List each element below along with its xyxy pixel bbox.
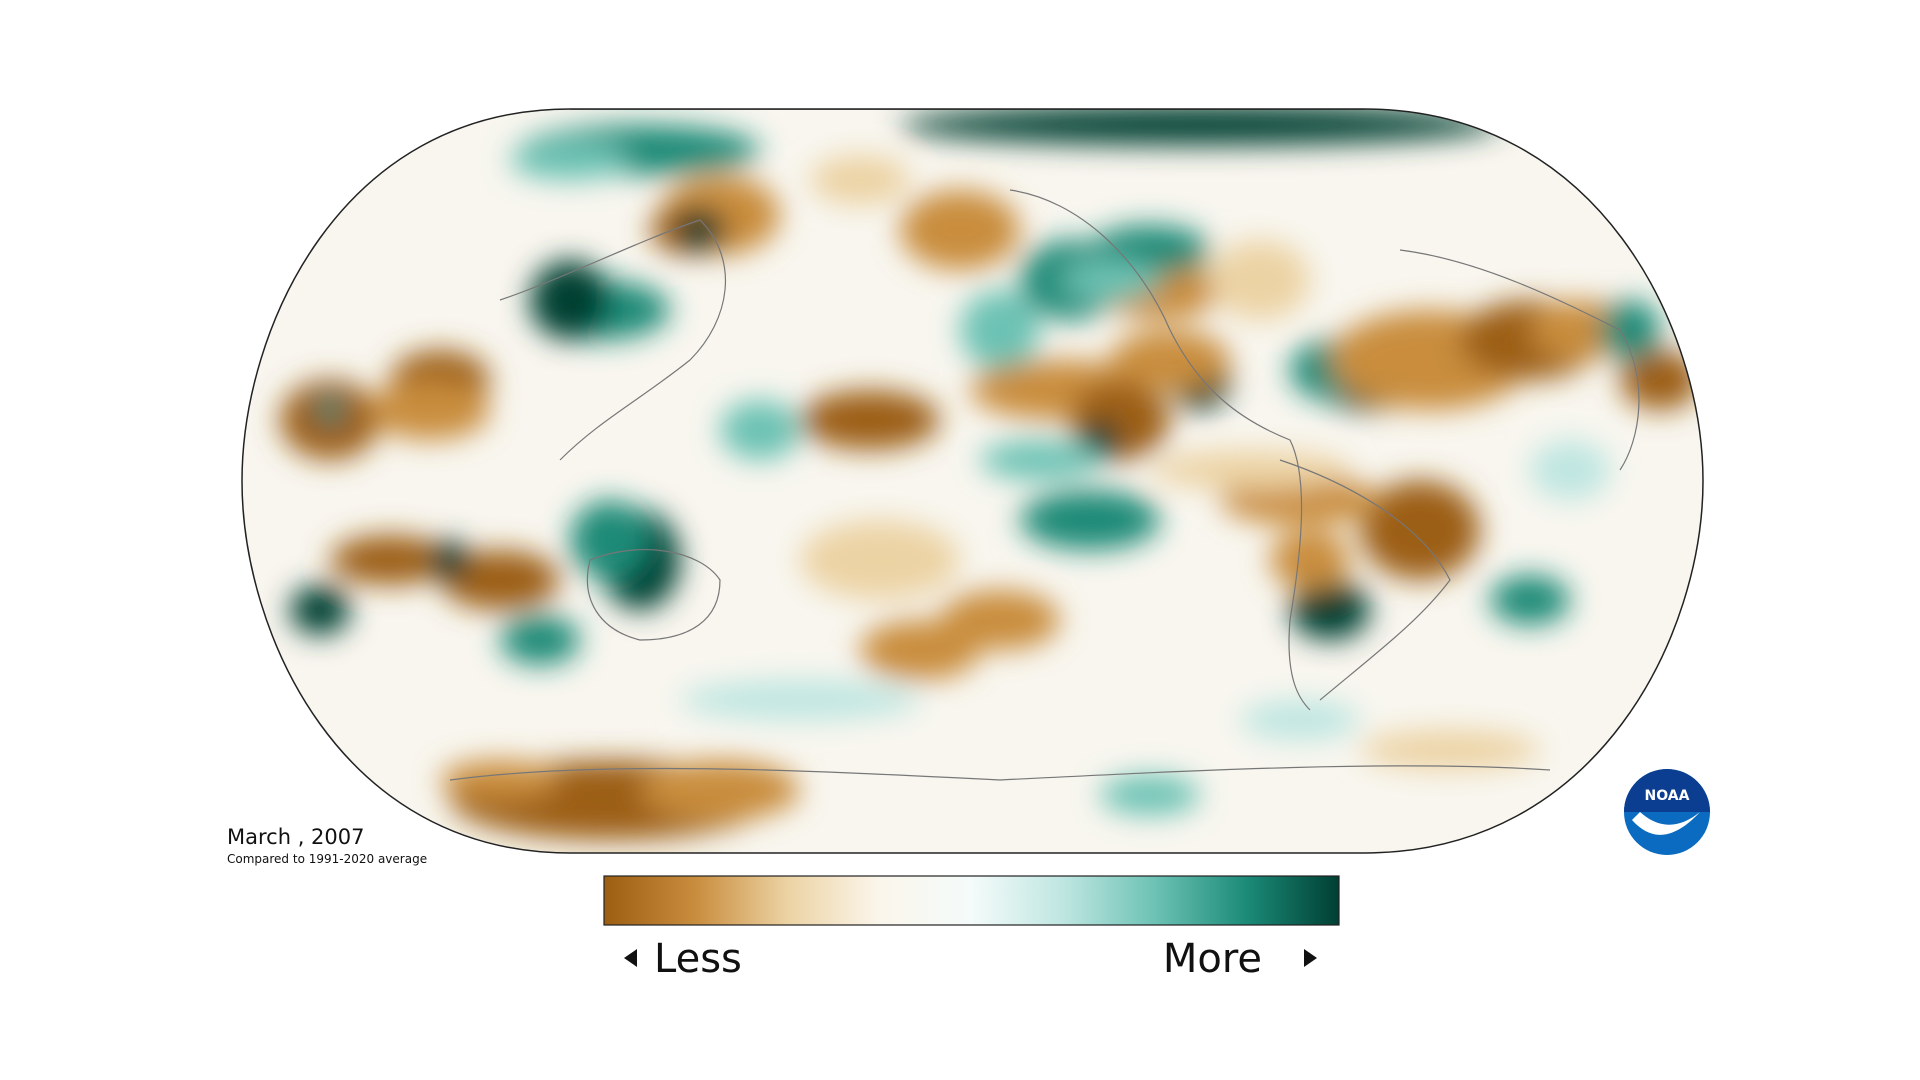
less-arrow — [624, 949, 637, 967]
anomaly-blob — [680, 680, 920, 720]
anomaly-blob — [510, 140, 630, 180]
anomaly-blob — [500, 615, 580, 665]
anomaly-blob — [1360, 480, 1480, 580]
anomaly-blob — [860, 620, 980, 680]
anomaly-blob — [1270, 530, 1350, 590]
logo-text: NOAA — [1645, 788, 1690, 804]
anomaly-blob — [1360, 730, 1540, 770]
anomaly-blob — [678, 208, 722, 252]
anomaly-blob — [800, 390, 940, 450]
anomaly-blob — [1020, 490, 1160, 550]
anomaly-blob — [980, 440, 1100, 480]
colorbar — [603, 875, 1340, 926]
more-arrow — [1304, 949, 1317, 967]
anomaly-blob — [810, 155, 910, 205]
anomaly-field — [280, 109, 1700, 840]
anomaly-blob — [1530, 440, 1610, 500]
anomaly-blob — [960, 290, 1040, 370]
map-outline — [241, 108, 1704, 854]
anomaly-blob — [900, 109, 1500, 145]
less-label: Less — [654, 936, 742, 982]
anomaly-blob — [1210, 240, 1310, 320]
anomaly-blob — [570, 500, 650, 580]
anomaly-blob — [900, 190, 1020, 270]
anomaly-blob — [1110, 330, 1230, 390]
anomaly-blob — [1290, 580, 1370, 640]
date-label: March , 2007 — [227, 825, 364, 849]
subtitle: Compared to 1991-2020 average — [227, 852, 427, 866]
anomaly-blob — [720, 400, 800, 460]
anomaly-blob — [370, 380, 490, 440]
coastlines — [449, 189, 1640, 781]
anomaly-blob — [1100, 775, 1200, 815]
anomaly-blob — [530, 260, 610, 340]
anomaly-blob — [440, 760, 560, 800]
anomaly-blob — [316, 396, 344, 424]
anomaly-blob — [330, 535, 450, 585]
anomaly-blob — [1490, 575, 1570, 625]
anomaly-blob — [1150, 450, 1350, 490]
anomaly-blob — [1240, 700, 1360, 740]
anomaly-blob — [640, 760, 800, 820]
anomaly-blob — [440, 550, 560, 610]
anomaly-blob — [430, 540, 470, 580]
anomaly-blob — [1600, 300, 1660, 360]
map — [242, 109, 1703, 853]
anomaly-blob — [1060, 260, 1160, 300]
anomaly-blob — [290, 585, 350, 635]
noaa-logo: NOAA — [1624, 769, 1710, 855]
anomaly-blob — [1620, 350, 1700, 410]
more-label: More — [1163, 936, 1262, 982]
anomaly-blob — [800, 520, 960, 600]
